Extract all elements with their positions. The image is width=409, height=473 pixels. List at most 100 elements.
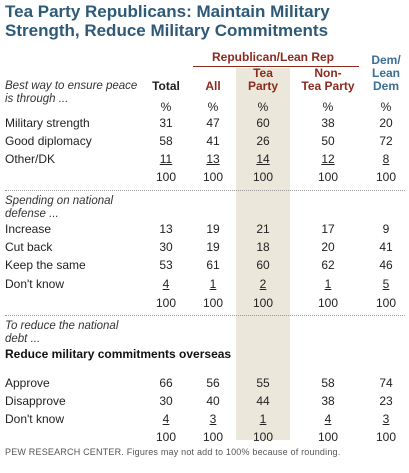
- row-label: Don't know: [5, 277, 64, 291]
- table-cell-dem: 100: [375, 430, 397, 444]
- table-cell-dem: 46: [379, 258, 393, 272]
- table-cell-total: 100: [155, 296, 177, 310]
- column-header-tea: Party: [247, 79, 279, 93]
- row-label: Military strength: [5, 116, 90, 130]
- table-cell-tea: 100: [252, 430, 274, 444]
- column-header-dem: Dem/: [371, 53, 401, 67]
- column-header-tea: Tea: [253, 66, 273, 80]
- column-header-dem: Lean: [371, 66, 400, 80]
- table-cell-tea: 44: [256, 394, 270, 408]
- question-text: debt ...: [5, 333, 41, 345]
- table-cell-dem: 100: [375, 170, 397, 184]
- table-cell-total: 13: [159, 222, 173, 236]
- footnote: PEW RESEARCH CENTER. Figures may not add…: [5, 447, 341, 457]
- column-header-all: All: [205, 79, 221, 93]
- row-label: Increase: [5, 222, 52, 236]
- republican-group-rule: [193, 66, 359, 67]
- table-cell-tea: 2: [259, 277, 267, 291]
- table-cell-total: 11: [159, 152, 173, 166]
- table-cell-tea: %: [257, 100, 269, 114]
- table-cell-all: 40: [206, 394, 220, 408]
- table-cell-all: 61: [206, 258, 220, 272]
- table-cell-total: 100: [155, 170, 177, 184]
- table-cell-all: 19: [206, 240, 220, 254]
- table-cell-non: 4: [324, 412, 332, 426]
- row-label: Cut back: [5, 240, 53, 254]
- table-cell-tea: 21: [256, 222, 270, 236]
- table-cell-total: 31: [159, 116, 173, 130]
- table-cell-non: 38: [321, 116, 335, 130]
- table-cell-tea: 60: [256, 258, 270, 272]
- table-cell-non: 17: [321, 222, 335, 236]
- section-divider: [5, 190, 405, 191]
- section-divider: [5, 315, 405, 316]
- table-cell-all: %: [207, 100, 219, 114]
- table-cell-tea: 100: [252, 170, 274, 184]
- table-cell-dem: 41: [379, 240, 393, 254]
- table-cell-total: 58: [159, 134, 173, 148]
- table-cell-tea: 55: [256, 376, 270, 390]
- question-text: defense ...: [5, 208, 59, 220]
- table-cell-total: 100: [155, 430, 177, 444]
- table-cell-all: 100: [202, 170, 224, 184]
- table-cell-all: 1: [209, 277, 217, 291]
- column-header-non: Non-: [314, 66, 342, 80]
- table-cell-tea: 14: [256, 152, 270, 166]
- table-cell-total: 4: [162, 412, 170, 426]
- table-cell-total: 30: [159, 394, 173, 408]
- table-cell-non: 38: [321, 394, 335, 408]
- table-cell-tea: 26: [256, 134, 270, 148]
- table-cell-tea: 100: [252, 296, 274, 310]
- row-label: Disapprove: [5, 394, 66, 408]
- table-cell-dem: 100: [375, 296, 397, 310]
- table-cell-all: 47: [206, 116, 220, 130]
- table-cell-all: 100: [202, 430, 224, 444]
- table-cell-non: 50: [321, 134, 335, 148]
- row-label: Don't know: [5, 412, 64, 426]
- table-cell-non: 62: [321, 258, 335, 272]
- table-cell-dem: 72: [379, 134, 393, 148]
- table-cell-all: 19: [206, 222, 220, 236]
- table-cell-non: 1: [324, 277, 332, 291]
- table-cell-all: 56: [206, 376, 220, 390]
- table-cell-dem: 5: [382, 277, 390, 291]
- table-title: Tea Party Republicans: Maintain Military…: [5, 2, 330, 40]
- row-label: Other/DK: [5, 152, 56, 166]
- table-cell-non: 100: [317, 430, 339, 444]
- table-cell-total: %: [160, 100, 172, 114]
- tea-party-column-highlight: [236, 68, 290, 440]
- table-cell-all: 13: [206, 152, 220, 166]
- column-header-total: Total: [152, 79, 180, 93]
- table-cell-dem: 8: [382, 152, 390, 166]
- table-cell-non: 100: [317, 296, 339, 310]
- question-text: To reduce the national: [5, 320, 119, 332]
- table-cell-dem: 9: [382, 222, 390, 236]
- row-label: Approve: [5, 376, 50, 390]
- column-header-dem: Dem: [372, 79, 399, 93]
- row-label: Keep the same: [5, 258, 86, 272]
- table-cell-total: 4: [162, 277, 170, 291]
- question-text: Best way to ensure peace: [5, 80, 138, 92]
- table-cell-all: 3: [209, 412, 217, 426]
- question-text: Spending on national: [5, 195, 114, 207]
- republican-group-header: Republican/Lean Rep: [211, 50, 335, 64]
- table-cell-non: 58: [321, 376, 335, 390]
- table-cell-non: 12: [321, 152, 335, 166]
- table-cell-tea: 60: [256, 116, 270, 130]
- table-cell-tea: 1: [259, 412, 267, 426]
- table-cell-all: 100: [202, 296, 224, 310]
- table-cell-dem: %: [380, 100, 392, 114]
- table-cell-total: 66: [159, 376, 173, 390]
- table-cell-tea: 18: [256, 240, 270, 254]
- table-cell-non: 100: [317, 170, 339, 184]
- column-header-non: Tea Party: [301, 79, 355, 93]
- table-cell-non: %: [322, 100, 334, 114]
- row-label: Good diplomacy: [5, 134, 92, 148]
- table-cell-all: 41: [206, 134, 220, 148]
- table-cell-total: 53: [159, 258, 173, 272]
- table-cell-dem: 23: [379, 394, 393, 408]
- section-subheading: Reduce military commitments overseas: [5, 347, 232, 361]
- question-text: is through ...: [5, 93, 69, 105]
- table-cell-dem: 74: [379, 376, 393, 390]
- table-cell-dem: 20: [379, 116, 393, 130]
